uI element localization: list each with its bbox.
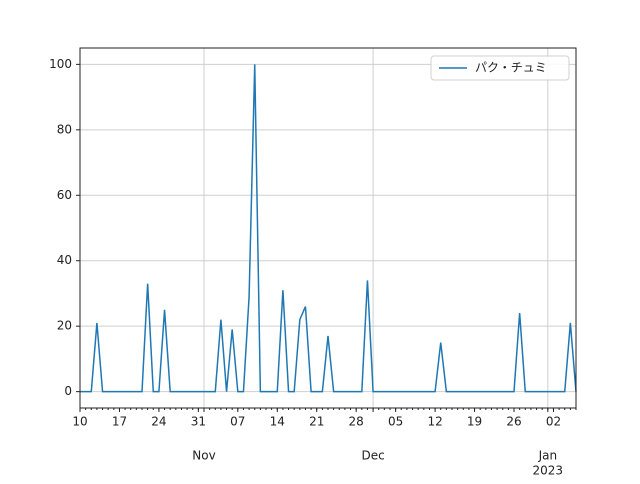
y-tick-label: 0 [64,384,72,398]
y-tick-label: 60 [57,188,72,202]
x-tick-label: 26 [506,415,521,429]
x-tick-label: 10 [72,415,87,429]
x-month-label: Jan [538,449,558,463]
x-month-label: Nov [192,449,215,463]
legend-box [430,55,570,81]
x-tick-label: 14 [270,415,285,429]
plot-frame [79,47,577,409]
x-tick-label: 05 [388,415,403,429]
y-tick-label: 20 [57,319,72,333]
legend-label: パク・チュミ [475,61,547,75]
x-tick-label: 28 [349,415,364,429]
x-month-label: Dec [361,449,384,463]
y-tick-label: 100 [49,57,72,71]
x-tick-label: 17 [112,415,127,429]
x-year-label: 2023 [533,464,564,478]
x-tick-label: 07 [230,415,245,429]
y-tick-label: 40 [57,253,72,267]
legend: パク・チュミ [430,55,570,81]
x-tick-label: 24 [151,415,166,429]
x-tick-label: 02 [546,415,561,429]
x-tick-label: 21 [309,415,324,429]
x-tick-label: 12 [427,415,442,429]
line [80,64,577,393]
x-tick-label: 31 [191,415,206,429]
y-tick-label: 80 [57,122,72,136]
x-tick-label: 19 [467,415,482,429]
